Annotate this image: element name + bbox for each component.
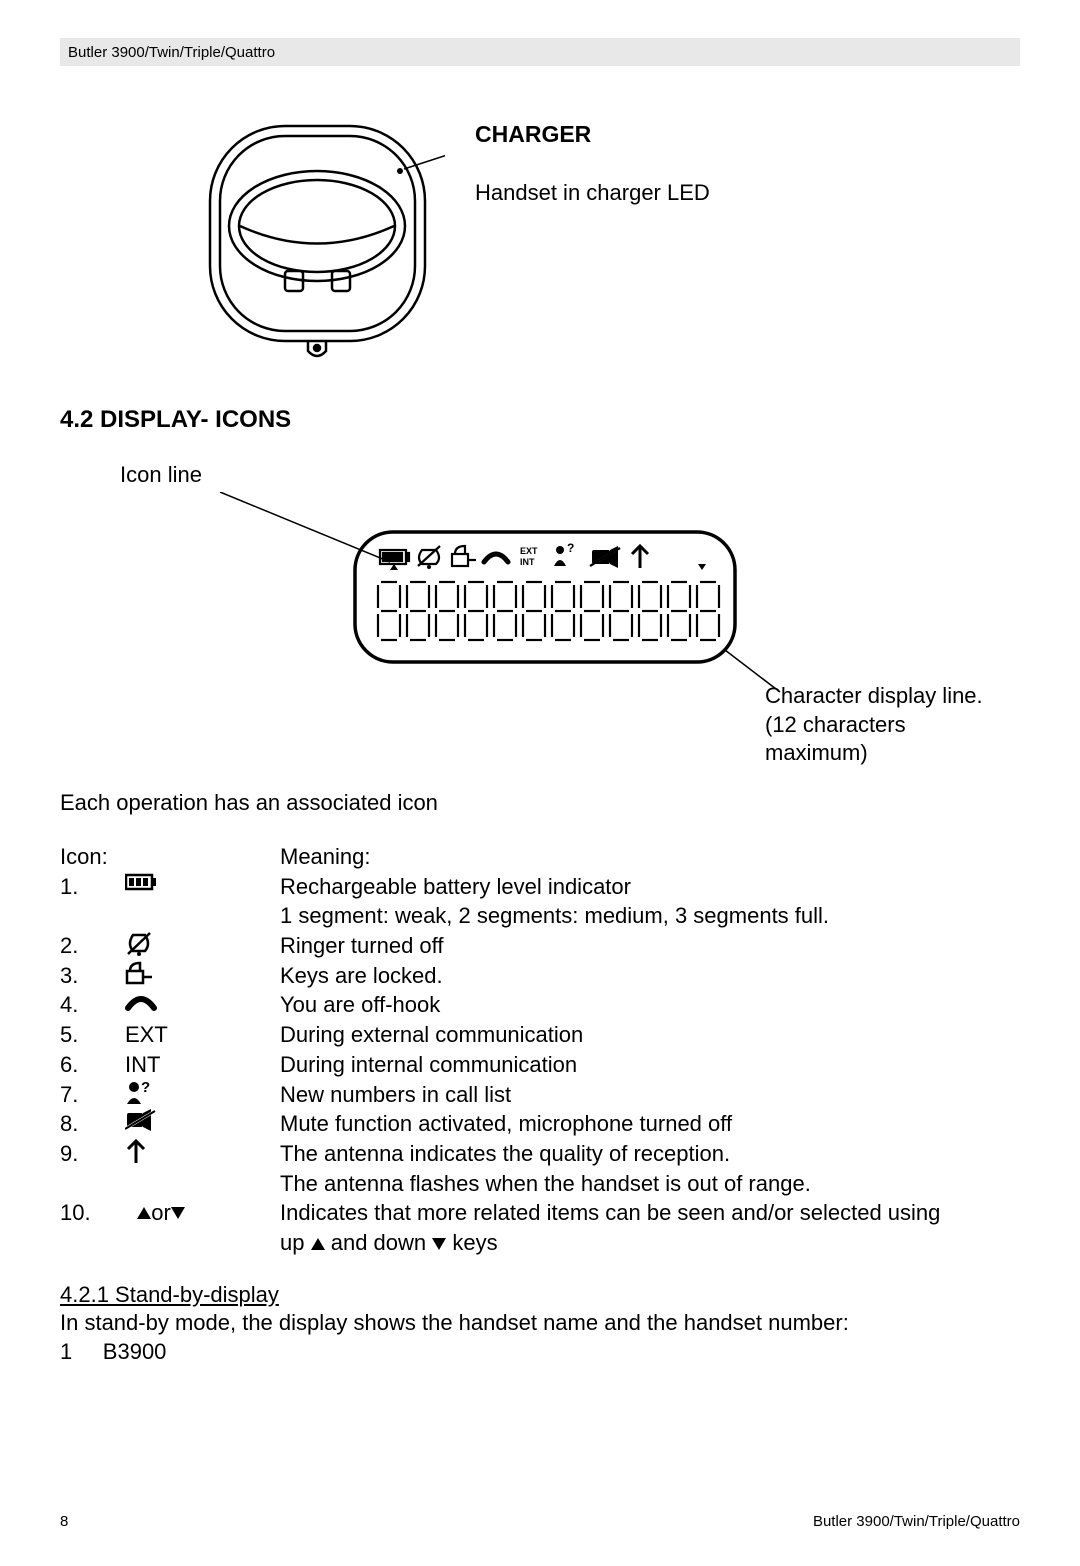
row-meaning: The antenna indicates the quality of rec…: [280, 1139, 1020, 1169]
table-row: 10. or Indicates that more related items…: [60, 1198, 1020, 1257]
row-num: 9.: [60, 1139, 125, 1169]
table-row: 6. INT During internal communication: [60, 1050, 1020, 1080]
row-meaning-2: The antenna flashes when the handset is …: [280, 1169, 1020, 1199]
table-row: 2. Ringer turned off: [60, 931, 1020, 961]
row-num: 5.: [60, 1020, 125, 1050]
battery-icon: [125, 872, 280, 892]
or-text: or: [151, 1198, 171, 1228]
mute-icon: [125, 1109, 280, 1131]
row-meaning: You are off-hook: [280, 990, 1020, 1020]
col-icon-header: Icon:: [60, 842, 125, 872]
char-display-label-3: maximum): [765, 739, 983, 768]
triangle-up-icon: [137, 1207, 151, 1219]
char-display-label-2: (12 characters: [765, 711, 983, 740]
svg-text:EXT: EXT: [520, 546, 538, 556]
table-row: 5. EXT During external communication: [60, 1020, 1020, 1050]
row-meaning: Indicates that more related items can be…: [280, 1198, 1020, 1228]
charger-title: CHARGER: [475, 121, 710, 148]
standby-line2: 1 B3900: [60, 1337, 1020, 1367]
icon-table-header: Icon: Meaning:: [60, 842, 1020, 872]
section-4-2-1-heading: 4.2.1 Stand-by-display: [60, 1282, 1020, 1308]
header-text: Butler 3900/Twin/Triple/Quattro: [68, 44, 275, 61]
svg-text:?: ?: [141, 1080, 150, 1096]
page-footer: 8 Butler 3900/Twin/Triple/Quattro: [60, 1513, 1020, 1530]
triangle-down-icon: [171, 1207, 185, 1219]
int-label: INT: [125, 1050, 280, 1080]
char-display-label: Character display line. (12 characters m…: [765, 682, 983, 768]
row-meaning: Keys are locked.: [280, 961, 1020, 991]
row-meaning-2: up and down keys: [280, 1228, 1020, 1258]
page-header: Butler 3900/Twin/Triple/Quattro: [60, 38, 1020, 66]
table-row: 3. Keys are locked.: [60, 961, 1020, 991]
lock-icon: [125, 961, 280, 985]
table-row: 9. The antenna indicates the quality of …: [60, 1139, 1020, 1198]
ext-label: EXT: [125, 1020, 280, 1050]
row-num: 2.: [60, 931, 125, 961]
row-meaning: New numbers in call list: [280, 1080, 1020, 1110]
row-num: 1.: [60, 872, 125, 902]
row-num: 4.: [60, 990, 125, 1020]
table-row: 8. Mute function activated, microphone t…: [60, 1109, 1020, 1139]
table-row: 1. Rechargeable battery level indicator …: [60, 872, 1020, 931]
table-row: 7. ? New numbers in call list: [60, 1080, 1020, 1110]
col-meaning-header: Meaning:: [280, 842, 1020, 872]
bell-off-icon: [125, 931, 280, 957]
row-num: 8.: [60, 1109, 125, 1139]
svg-text:INT: INT: [520, 557, 535, 567]
standby-line1: In stand-by mode, the display shows the …: [60, 1308, 1020, 1338]
table-row: 4. You are off-hook: [60, 990, 1020, 1020]
row-num: 6.: [60, 1050, 125, 1080]
icon-line-label: Icon line: [120, 462, 1020, 488]
row-meaning: Mute function activated, microphone turn…: [280, 1109, 1020, 1139]
row-meaning: Ringer turned off: [280, 931, 1020, 961]
charger-led-label: Handset in charger LED: [475, 180, 710, 206]
section-4-2-heading: 4.2 DISPLAY- ICONS: [60, 406, 1020, 434]
page-number: 8: [60, 1513, 68, 1530]
lcd-diagram: EXT INT ?: [60, 492, 820, 752]
char-display-label-1: Character display line.: [765, 682, 983, 711]
up-down-icon: or: [125, 1198, 280, 1228]
triangle-down-icon: [432, 1238, 446, 1250]
caller-icon: ?: [125, 1080, 280, 1106]
phone-icon: [125, 990, 280, 1012]
row-meaning: Rechargeable battery level indicator: [280, 872, 1020, 902]
charger-illustration: [190, 116, 445, 366]
triangle-up-icon: [311, 1238, 325, 1250]
row-num: 7.: [60, 1080, 125, 1110]
page-content: CHARGER Handset in charger LED 4.2 DISPL…: [0, 116, 1080, 1367]
row-meaning: During external communication: [280, 1020, 1020, 1050]
row-num: 3.: [60, 961, 125, 991]
row-meaning: During internal communication: [280, 1050, 1020, 1080]
charger-labels: CHARGER Handset in charger LED: [475, 116, 710, 366]
footer-right: Butler 3900/Twin/Triple/Quattro: [813, 1513, 1020, 1530]
row-meaning-2: 1 segment: weak, 2 segments: medium, 3 s…: [280, 901, 1020, 931]
antenna-icon: [125, 1139, 280, 1165]
row-num: 10.: [60, 1198, 125, 1228]
charger-section: CHARGER Handset in charger LED: [190, 116, 1020, 366]
intro-line: Each operation has an associated icon: [60, 790, 1020, 816]
icon-table: Icon: Meaning: 1. Rechargeable battery l…: [60, 842, 1020, 1258]
display-diagram: EXT INT ?: [60, 492, 1020, 752]
svg-text:?: ?: [567, 541, 574, 555]
